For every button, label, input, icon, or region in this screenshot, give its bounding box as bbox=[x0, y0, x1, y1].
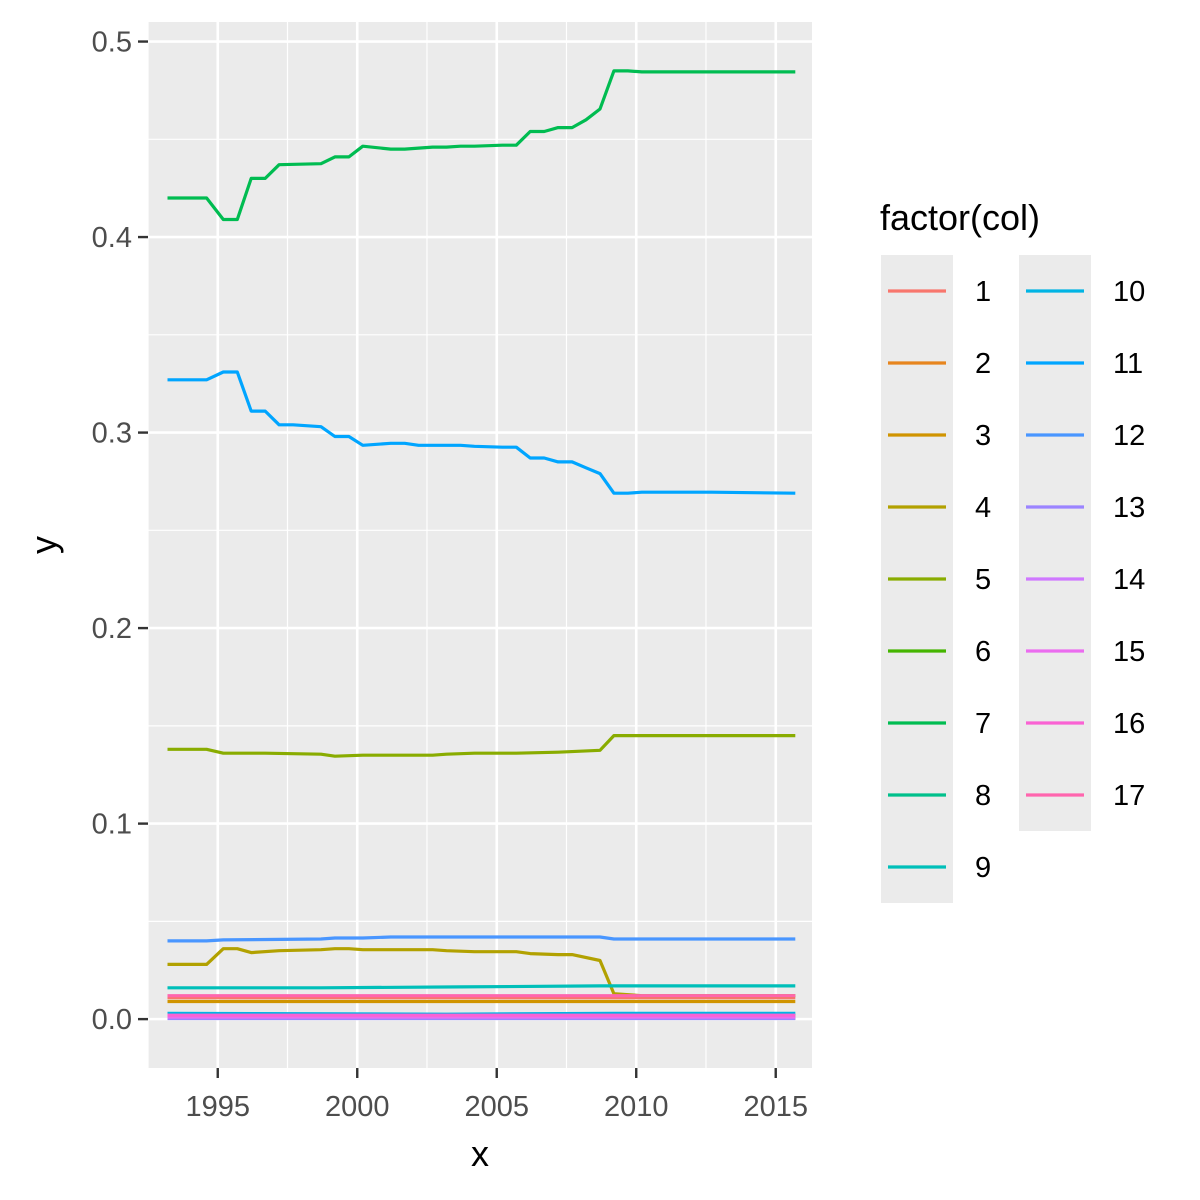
y-tick-label: 0.1 bbox=[92, 809, 132, 841]
legend-label-12: 12 bbox=[1113, 420, 1145, 452]
legend-label-4: 4 bbox=[975, 492, 991, 524]
legend-label-3: 3 bbox=[975, 420, 991, 452]
x-axis-title: x bbox=[471, 1133, 489, 1174]
legend-title: factor(col) bbox=[880, 197, 1040, 238]
x-tick-label: 2000 bbox=[325, 1091, 390, 1123]
series-line-4 bbox=[167, 947, 796, 998]
legend-label-14: 14 bbox=[1113, 564, 1145, 596]
y-axis: 0.0 0.1 0.2 0.3 0.4 0.5 bbox=[92, 27, 148, 1036]
y-tick-label: 0.5 bbox=[92, 27, 132, 59]
legend-label-11: 11 bbox=[1113, 348, 1143, 380]
x-axis: 1995 2000 2005 2010 2015 bbox=[185, 1068, 808, 1123]
plot-panel bbox=[148, 22, 812, 1068]
y-tick-label: 0.3 bbox=[92, 418, 132, 450]
legend-label-10: 10 bbox=[1113, 276, 1145, 308]
x-tick-label: 2010 bbox=[604, 1091, 669, 1123]
series-line-7 bbox=[167, 69, 796, 222]
y-tick-label: 0.0 bbox=[92, 1004, 132, 1036]
series-line-5 bbox=[167, 733, 796, 758]
legend-label-7: 7 bbox=[975, 708, 991, 740]
legend-keys-background-col2 bbox=[1019, 255, 1091, 831]
legend-label-1: 1 bbox=[975, 276, 991, 308]
legend-label-16: 16 bbox=[1113, 708, 1145, 740]
legend-label-13: 13 bbox=[1113, 492, 1145, 524]
minor-gridlines bbox=[147, 22, 812, 1068]
legend-label-6: 6 bbox=[975, 636, 991, 668]
legend-label-17: 17 bbox=[1113, 780, 1145, 812]
series-lines bbox=[167, 69, 796, 1021]
legend-label-8: 8 bbox=[975, 780, 991, 812]
x-tick-label: 1995 bbox=[185, 1091, 250, 1123]
y-tick-label: 0.4 bbox=[92, 222, 132, 254]
series-line-12 bbox=[167, 935, 796, 943]
legend-label-9: 9 bbox=[975, 852, 991, 884]
series-line-9 bbox=[167, 984, 796, 990]
legend-label-15: 15 bbox=[1113, 636, 1145, 668]
x-tick-label: 2015 bbox=[743, 1091, 808, 1123]
series-line-11 bbox=[167, 370, 796, 495]
legend-label-2: 2 bbox=[975, 348, 991, 380]
legend-label-5: 5 bbox=[975, 564, 991, 596]
y-tick-label: 0.2 bbox=[92, 613, 132, 645]
y-axis-title: y bbox=[23, 536, 64, 554]
x-tick-label: 2005 bbox=[464, 1091, 529, 1123]
